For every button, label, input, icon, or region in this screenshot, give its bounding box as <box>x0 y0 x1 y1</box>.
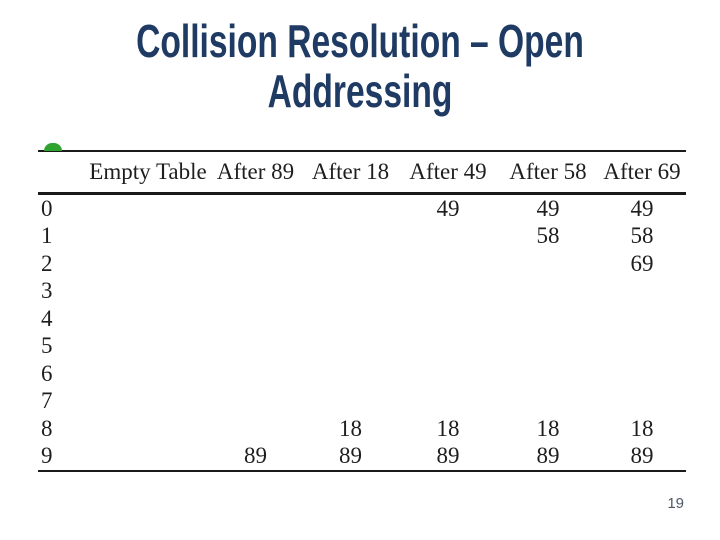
table-cell <box>208 250 303 278</box>
table-cell <box>208 194 303 223</box>
row-index: 8 <box>41 415 53 441</box>
table-row: 1 58 58 <box>38 223 686 251</box>
hash-table: Empty Table After 89 After 18 After 49 A… <box>38 150 686 472</box>
table-cell <box>498 250 598 278</box>
row-index: 3 <box>41 278 53 304</box>
table-cell <box>208 360 303 388</box>
column-header-empty-table: Empty Table <box>88 151 208 195</box>
table-row: 7 <box>38 388 686 416</box>
table-cell: 18 <box>436 415 460 441</box>
table-cell <box>88 194 208 223</box>
table-cell: 89 <box>244 443 267 469</box>
table-cell <box>598 360 686 388</box>
table-row: 5 <box>38 333 686 361</box>
bullet-icon <box>44 143 62 151</box>
table-row: 4 <box>38 305 686 333</box>
table-cell: 49 <box>630 195 654 221</box>
table-cell <box>88 388 208 416</box>
table-cell: 49 <box>536 195 560 221</box>
column-header-after-58: After 58 <box>498 151 598 195</box>
table-cell <box>398 278 498 306</box>
page-number: 19 <box>667 495 684 512</box>
table-cell <box>208 415 303 443</box>
table-cell <box>303 360 398 388</box>
column-header-after-89: After 89 <box>208 151 303 195</box>
table-cell <box>303 333 398 361</box>
table-cell <box>498 388 598 416</box>
table-cell <box>208 223 303 251</box>
row-index: 5 <box>41 333 53 359</box>
column-header-after-18: After 18 <box>303 151 398 195</box>
row-index: 7 <box>41 388 53 414</box>
row-index: 6 <box>41 360 53 386</box>
table-cell <box>88 250 208 278</box>
table-cell <box>303 305 398 333</box>
slide-title-line2: Addressing <box>267 65 453 117</box>
table-cell <box>88 415 208 443</box>
table-cell: 18 <box>339 415 362 441</box>
table-cell: 89 <box>630 443 654 469</box>
table-cell <box>398 223 498 251</box>
table-cell <box>88 305 208 333</box>
table-cell <box>498 333 598 361</box>
table-cell <box>398 360 498 388</box>
table-cell: 58 <box>536 223 560 249</box>
table-cell <box>88 278 208 306</box>
table-cell: 18 <box>630 415 654 441</box>
table-cell <box>208 278 303 306</box>
row-index: 9 <box>41 443 53 469</box>
table-cell <box>398 250 498 278</box>
table-row: 2 69 <box>38 250 686 278</box>
table-cell <box>498 305 598 333</box>
table-cell <box>88 360 208 388</box>
table-cell: 49 <box>436 195 460 221</box>
slide-title-line1: Collision Resolution – Open <box>136 15 584 67</box>
table-cell <box>88 443 208 472</box>
corner-cell <box>38 151 88 195</box>
table-cell: 18 <box>536 415 560 441</box>
table-cell <box>303 223 398 251</box>
table-cell: 58 <box>630 223 654 249</box>
table-cell <box>208 305 303 333</box>
slide-title: Collision Resolution – Open Addressing <box>97 16 623 116</box>
table-cell <box>208 333 303 361</box>
header-row: Empty Table After 89 After 18 After 49 A… <box>38 151 686 195</box>
row-index: 2 <box>41 250 53 276</box>
table-cell <box>88 223 208 251</box>
row-index: 4 <box>41 305 53 331</box>
table-cell <box>398 333 498 361</box>
table-row: 8 18 18 18 18 <box>38 415 686 443</box>
table-cell <box>598 305 686 333</box>
table-cell: 89 <box>339 443 362 469</box>
table-cell <box>208 388 303 416</box>
table-cell <box>398 305 498 333</box>
table-cell <box>498 278 598 306</box>
row-index: 1 <box>41 223 53 249</box>
table-cell <box>303 194 398 223</box>
table-cell <box>498 360 598 388</box>
table-row: 6 <box>38 360 686 388</box>
table-row: 9 89 89 89 89 89 <box>38 443 686 472</box>
table-cell <box>303 278 398 306</box>
table-row: 0 49 49 49 <box>38 194 686 223</box>
column-header-after-49: After 49 <box>398 151 498 195</box>
table-cell <box>398 388 498 416</box>
column-header-after-69: After 69 <box>598 151 686 195</box>
table-cell <box>303 388 398 416</box>
table-cell: 89 <box>436 443 460 469</box>
table-cell <box>598 388 686 416</box>
row-index: 0 <box>41 195 53 221</box>
table-cell <box>88 333 208 361</box>
table-cell <box>598 333 686 361</box>
table-cell <box>598 278 686 306</box>
table-cell: 89 <box>536 443 560 469</box>
table-cell <box>303 250 398 278</box>
table-row: 3 <box>38 278 686 306</box>
table-cell: 69 <box>630 250 654 276</box>
